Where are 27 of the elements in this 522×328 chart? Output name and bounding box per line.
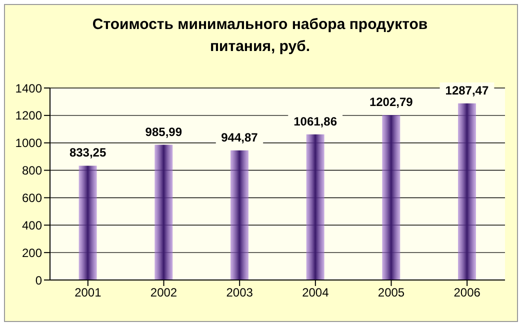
data-label: 1061,86 <box>294 114 338 128</box>
x-tick-label: 2004 <box>302 286 330 300</box>
y-tick-label: 400 <box>22 218 42 232</box>
bar <box>230 150 248 280</box>
data-label: 985,99 <box>145 124 182 139</box>
y-tick-label: 800 <box>22 164 42 178</box>
data-label: 1202,79 <box>369 95 414 110</box>
bar <box>154 144 173 280</box>
x-tick-label: 2002 <box>150 286 178 300</box>
chart-title: Стоимость минимального набора продуктов питания, руб. <box>91 15 429 57</box>
data-label: 833,25 <box>69 146 106 160</box>
data-label: 1287,47 <box>445 83 489 98</box>
bar <box>78 166 97 280</box>
x-tick-label: 2005 <box>378 286 405 300</box>
y-tick-label: 1000 <box>15 136 42 150</box>
y-tick-label: 1400 <box>15 81 42 96</box>
x-tick-label: 2003 <box>226 286 254 300</box>
bar <box>382 115 400 280</box>
bar <box>458 103 476 280</box>
x-tick-label: 2001 <box>74 286 102 300</box>
bar <box>306 134 324 280</box>
y-tick-label: 200 <box>22 246 42 260</box>
y-tick-label: 0 <box>35 273 42 288</box>
y-tick-label: 600 <box>22 190 42 205</box>
x-tick-label: 2006 <box>454 286 481 300</box>
data-label: 944,87 <box>221 130 258 144</box>
y-tick-label: 1200 <box>15 108 42 123</box>
